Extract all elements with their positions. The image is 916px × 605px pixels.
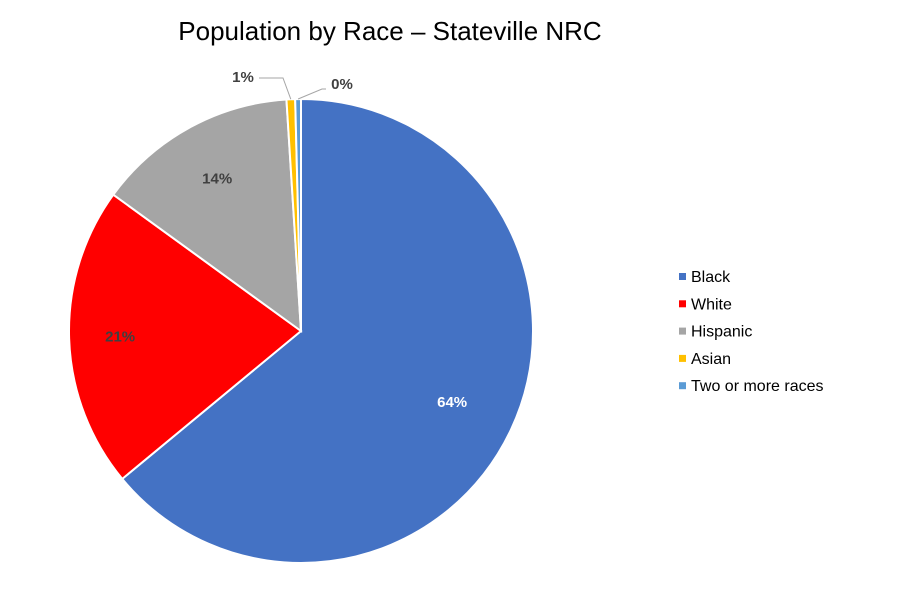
legend-label-asian: Asian: [691, 351, 731, 368]
leader-line-two-or-more-races: [297, 88, 326, 100]
legend-swatch-asian: [679, 354, 686, 362]
pie-slice-black: [120, 97, 534, 564]
data-label-black: 64%: [437, 394, 467, 411]
legend-item-white: White: [679, 296, 732, 313]
legend-item-two-or-more-races: Two or more races: [679, 378, 823, 395]
legend-item-hispanic: Hispanic: [679, 324, 752, 341]
data-label-hispanic: 14%: [202, 171, 232, 188]
legend-swatch-black: [679, 273, 686, 280]
legend: Black White Hispanic Asian Two or more races: [679, 269, 823, 395]
legend-label-black: Black: [691, 269, 731, 286]
legend-swatch-two-or-more-races: [679, 382, 686, 390]
legend-swatch-white: [679, 300, 686, 308]
legend-swatch-hispanic: [679, 327, 686, 335]
pie-slice-white: [68, 193, 303, 481]
legend-label-hispanic: Hispanic: [691, 324, 752, 341]
leader-lines: [259, 77, 326, 100]
pie-slices: [68, 97, 534, 564]
data-label-two-or-more-races: 0%: [331, 76, 353, 93]
data-label-white: 21%: [105, 329, 135, 346]
legend-item-black: Black: [679, 269, 731, 286]
legend-label-white: White: [691, 296, 732, 313]
legend-item-asian: Asian: [679, 351, 731, 368]
pie-slice-hispanic: [111, 98, 303, 334]
chart-title: Population by Race – Stateville NRC: [178, 16, 601, 46]
legend-label-two-or-more-races: Two or more races: [691, 378, 823, 395]
data-labels: 64% 21% 14% 1% 0%: [105, 69, 467, 411]
data-label-asian: 1%: [232, 69, 254, 86]
leader-line-asian: [259, 77, 292, 100]
